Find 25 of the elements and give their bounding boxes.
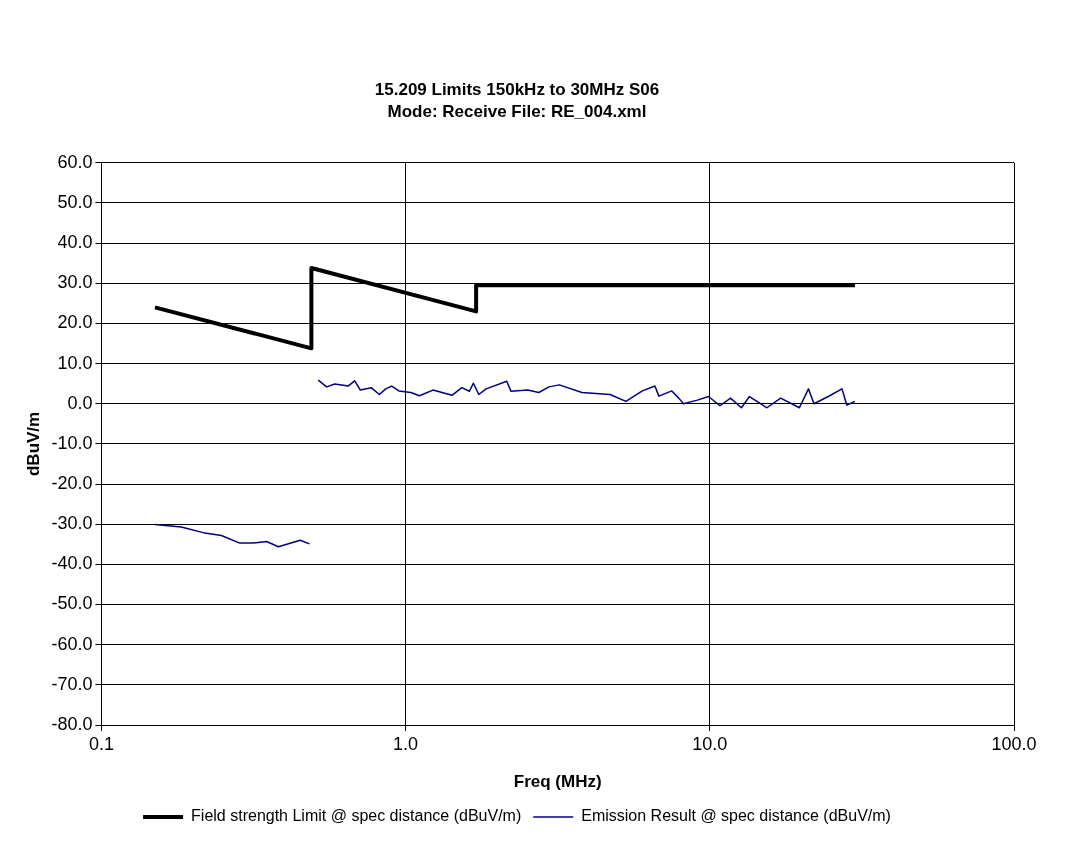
y-tick-label: 0.0 xyxy=(67,392,93,413)
y-tick-label: -80.0 xyxy=(51,713,93,734)
chart-title: 15.209 Limits 150kHz to 30MHz S06 xyxy=(374,79,660,99)
legend-label: Emission Result @ spec distance (dBuV/m) xyxy=(581,807,891,825)
x-tick-label: 10.0 xyxy=(692,733,728,754)
y-tick-label: -70.0 xyxy=(51,673,93,694)
y-tick-label: 30.0 xyxy=(57,272,93,293)
y-tick-label: 40.0 xyxy=(57,232,93,253)
y-tick-label: 60.0 xyxy=(57,151,93,172)
y-tick-label: -10.0 xyxy=(51,432,93,453)
y-tick-label: 20.0 xyxy=(57,312,93,333)
y-tick-label: 10.0 xyxy=(57,352,93,373)
chart-subtitle: Mode: Receive File: RE_004.xml xyxy=(387,102,647,122)
y-tick-label: -50.0 xyxy=(51,593,93,614)
legend-label: Field strength Limit @ spec distance (dBuV/m) xyxy=(191,807,522,825)
y-axis-title: dBuV/m xyxy=(23,411,43,477)
y-tick-label: 50.0 xyxy=(57,191,93,212)
x-tick-label: 1.0 xyxy=(393,733,419,754)
x-tick-label: 0.1 xyxy=(88,733,114,754)
x-axis-title: Freq (MHz) xyxy=(513,772,602,792)
y-tick-label: -40.0 xyxy=(51,553,93,574)
y-tick-label: -30.0 xyxy=(51,513,93,534)
y-tick-label: -20.0 xyxy=(51,473,93,494)
y-tick-label: -60.0 xyxy=(51,633,93,654)
x-tick-label: 100.0 xyxy=(991,733,1037,754)
